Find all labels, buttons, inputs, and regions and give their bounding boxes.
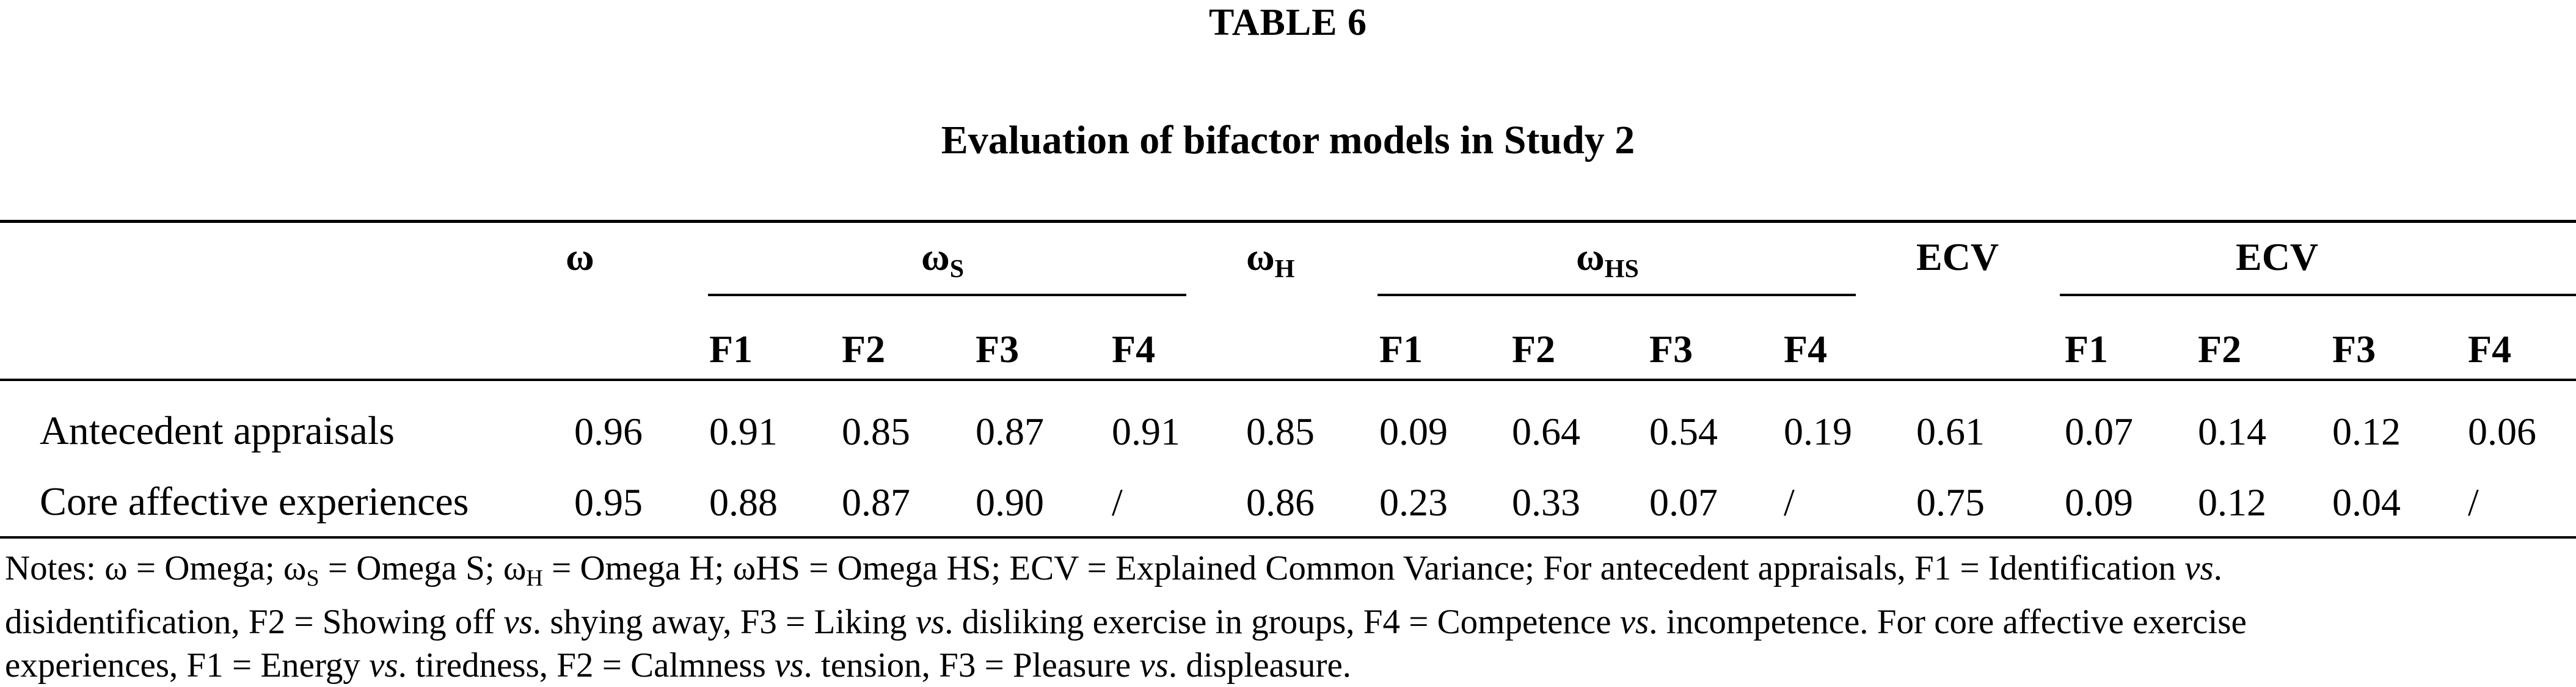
table-cell: 0.90 — [976, 481, 1044, 524]
notes-line-3: experiences, F1 = Energy vs. tiredness, … — [5, 646, 1352, 685]
header-ecv-group: ECV — [2236, 235, 2319, 278]
header-omega-hs-f3: F3 — [1649, 327, 1693, 371]
table-cell: 0.96 — [574, 410, 643, 453]
table-cell: / — [1112, 481, 1123, 524]
header-ecv-f2: F2 — [2198, 327, 2242, 371]
table-cell: 0.06 — [2468, 410, 2536, 453]
header-omega-hs-f2: F2 — [1512, 327, 1556, 371]
omega-hs-span-line — [1377, 294, 1856, 296]
header-rule — [0, 379, 2576, 381]
table-cell: 0.07 — [1649, 481, 1718, 524]
table-notes: Notes: ω = Omega; ωS = Omega S; ωH = Ome… — [5, 547, 2571, 687]
table-cell: 0.19 — [1784, 410, 1852, 453]
top-rule — [0, 220, 2576, 223]
header-omega-hs: ωHS — [1576, 235, 1639, 283]
table-cell: 0.75 — [1916, 481, 1985, 524]
table-cell: 0.12 — [2198, 481, 2266, 524]
table-cell: 0.95 — [574, 481, 643, 524]
table-cell: 0.86 — [1246, 481, 1315, 524]
header-omega-s-f2: F2 — [842, 327, 886, 371]
table-cell: / — [2468, 481, 2479, 524]
header-ecv: ECV — [1916, 235, 1999, 278]
table-title: Evaluation of bifactor models in Study 2 — [941, 118, 1635, 162]
header-ecv-f4: F4 — [2468, 327, 2512, 371]
table-cell: 0.04 — [2332, 481, 2401, 524]
table-cell: 0.09 — [1379, 410, 1448, 453]
header-omega-s-f3: F3 — [976, 327, 1020, 371]
row-label-core-affective: Core affective experiences — [40, 479, 469, 524]
header-omega-s: ωS — [921, 235, 965, 283]
notes-line-1: Notes: ω = Omega; ωS = Omega S; ωH = Ome… — [5, 549, 2222, 591]
table-cell: 0.23 — [1379, 481, 1448, 524]
table-cell: / — [1784, 481, 1795, 524]
header-omega-hs-f4: F4 — [1784, 327, 1828, 371]
header-ecv-f3: F3 — [2332, 327, 2376, 371]
ecv-span-line — [2060, 294, 2576, 296]
header-omega: ω — [566, 235, 594, 278]
table-cell: 0.85 — [842, 410, 910, 453]
table-cell: 0.12 — [2332, 410, 2401, 453]
table-cell: 0.14 — [2198, 410, 2266, 453]
table-cell: 0.87 — [976, 410, 1044, 453]
table-cell: 0.07 — [2065, 410, 2133, 453]
table-cell: 0.91 — [709, 410, 778, 453]
header-omega-s-f1: F1 — [709, 327, 753, 371]
row-label-antecedent: Antecedent appraisals — [40, 409, 395, 453]
table-cell: 0.64 — [1512, 410, 1580, 453]
header-omega-h: ωH — [1246, 235, 1295, 283]
table-cell: 0.85 — [1246, 410, 1315, 453]
table-cell: 0.91 — [1112, 410, 1180, 453]
notes-line-2: disidentification, F2 = Showing off vs. … — [5, 603, 2247, 641]
header-omega-s-f4: F4 — [1112, 327, 1156, 371]
table-cell: 0.09 — [2065, 481, 2133, 524]
table-cell: 0.88 — [709, 481, 778, 524]
table-cell: 0.54 — [1649, 410, 1718, 453]
header-omega-hs-f1: F1 — [1379, 327, 1423, 371]
table-cell: 0.61 — [1916, 410, 1985, 453]
header-ecv-f1: F1 — [2065, 327, 2109, 371]
omega-s-span-line — [708, 294, 1186, 296]
table-cell: 0.33 — [1512, 481, 1580, 524]
bottom-rule — [0, 536, 2576, 539]
table-number: TABLE 6 — [1208, 2, 1368, 43]
table-cell: 0.87 — [842, 481, 910, 524]
